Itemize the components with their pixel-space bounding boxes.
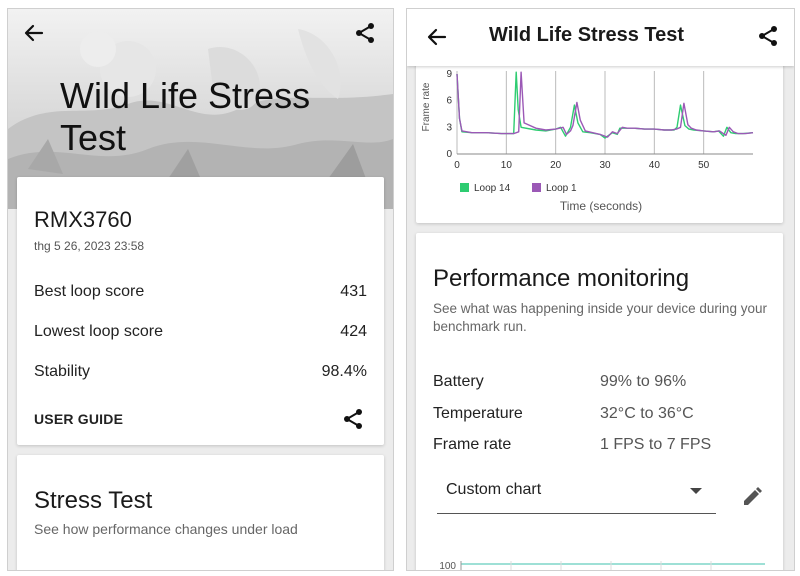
performance-monitoring-card: Performance monitoring See what was happ… — [416, 233, 783, 571]
y-tick-label: 3 — [446, 122, 452, 133]
y-axis-label: Frame rate — [421, 82, 432, 131]
y-tick-label: 0 — [446, 149, 452, 160]
pencil-icon[interactable] — [738, 483, 766, 511]
stress-test-card[interactable]: Stress Test See how performance changes … — [17, 455, 384, 570]
right-phone-screen: Wild Life Stress Test 0 10 20 30 40 50 0 3 6 9 Fra… — [406, 8, 795, 571]
left-phone-screen: Wild Life Stress Test RMX3760 thg 5 26, … — [7, 8, 394, 571]
stability-label: Stability — [34, 363, 91, 380]
x-tick-label: 30 — [599, 160, 611, 171]
share-icon[interactable] — [339, 405, 367, 433]
legend-swatch — [460, 183, 469, 192]
frame-rate-chart: 0 10 20 30 40 50 0 3 6 9 Frame rate Loop 14 Loop 1 Ti… — [421, 69, 754, 213]
dropdown-selected-value: Custom chart — [446, 481, 542, 498]
x-tick-label: 20 — [550, 160, 562, 171]
back-arrow-icon[interactable] — [24, 23, 52, 51]
caret-down-icon — [690, 488, 702, 494]
best-loop-score-label: Best loop score — [34, 283, 145, 300]
test-date: thg 5 26, 2023 23:58 — [34, 239, 145, 253]
battery-value: 99% to 96% — [600, 373, 687, 390]
legend-label: Loop 1 — [546, 183, 577, 194]
x-tick-label: 10 — [501, 160, 513, 171]
battery-label: Battery — [433, 373, 484, 390]
y-tick-label: 9 — [446, 69, 452, 80]
legend-label: Loop 14 — [474, 183, 511, 194]
share-icon[interactable] — [754, 22, 782, 50]
frame-rate-value: 1 FPS to 7 FPS — [600, 436, 712, 453]
app-bar-title: Wild Life Stress Test — [489, 24, 685, 46]
performance-subtitle: See what was happening inside your devic… — [433, 301, 767, 334]
y-tick-label: 6 — [446, 96, 452, 107]
temperature-value: 32°C to 36°C — [600, 405, 694, 422]
stress-test-subtitle: See how performance changes under load — [34, 521, 298, 537]
temperature-label: Temperature — [433, 405, 523, 422]
best-loop-score-value: 431 — [340, 283, 367, 300]
mini-chart-preview: 100 — [439, 561, 765, 571]
x-tick-label: 40 — [649, 160, 661, 171]
stress-test-title: Stress Test — [34, 487, 153, 514]
series-line-loop-1 — [456, 71, 754, 138]
page-title: Wild Life Stress Test — [60, 75, 311, 158]
performance-title: Performance monitoring — [433, 265, 690, 292]
chart-type-dropdown[interactable]: Custom chart — [437, 469, 716, 514]
frame-rate-chart-card: 0 10 20 30 40 50 0 3 6 9 Frame rate Loop 14 Loop 1 Ti… — [416, 49, 783, 223]
mini-chart-tick: 100 — [439, 561, 456, 571]
legend-swatch — [532, 183, 541, 192]
result-summary-card: RMX3760 thg 5 26, 2023 23:58 Best loop s… — [17, 177, 384, 445]
device-name: RMX3760 — [34, 207, 132, 232]
x-tick-label: 50 — [698, 160, 710, 171]
back-arrow-icon[interactable] — [423, 23, 451, 51]
lowest-loop-score-value: 424 — [340, 323, 367, 340]
share-icon[interactable] — [354, 22, 382, 50]
stability-value: 98.4% — [321, 363, 367, 380]
user-guide-link[interactable]: USER GUIDE — [34, 411, 124, 427]
x-axis-label: Time (seconds) — [560, 199, 642, 213]
frame-rate-label: Frame rate — [433, 436, 512, 453]
app-bar: Wild Life Stress Test — [407, 9, 794, 66]
x-tick-label: 0 — [454, 160, 460, 171]
lowest-loop-score-label: Lowest loop score — [34, 323, 163, 340]
